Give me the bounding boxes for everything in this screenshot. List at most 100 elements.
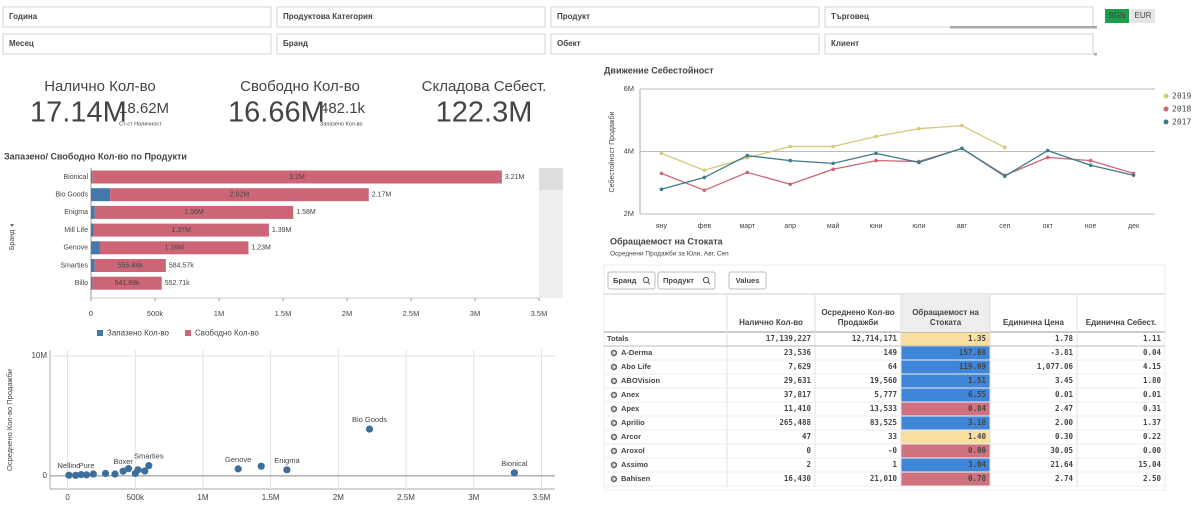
- filter-box[interactable]: [2, 33, 272, 55]
- x-tick-label: 3.5M: [531, 309, 548, 318]
- table-cell: 1.40: [968, 432, 987, 441]
- column-header-text: Осреднено Кол-во Продажби: [821, 308, 895, 327]
- filter-box[interactable]: [550, 33, 820, 55]
- filter-label: Продукт: [557, 12, 590, 21]
- expand-icon: [612, 449, 616, 453]
- filter-box[interactable]: [276, 6, 546, 28]
- table-cell: 21,010: [870, 474, 898, 483]
- x-tick-label: ное: [1085, 223, 1097, 230]
- table-cell: 0.00: [968, 446, 987, 455]
- table-cell: 2.00: [1055, 418, 1074, 427]
- column-header: Единична Цена: [1003, 318, 1064, 327]
- line-point: [1088, 158, 1093, 163]
- expand-icon: [612, 435, 616, 439]
- table-cell: 1.78: [1055, 334, 1074, 343]
- table-cell: 5,777: [874, 390, 897, 399]
- legend-label: Запазено Кол-во: [107, 329, 170, 338]
- dimension-button[interactable]: [607, 271, 656, 290]
- table-cell: 119.09: [959, 362, 987, 371]
- bar-segment: [91, 205, 95, 219]
- line-point: [1088, 163, 1093, 168]
- turnover-cell: [901, 444, 990, 458]
- kpi-value: 17.14M: [30, 97, 127, 129]
- scroll-indicator: [1094, 53, 1097, 56]
- line-point: [788, 158, 793, 163]
- currency-button[interactable]: [1131, 9, 1155, 23]
- point-label: Smarties: [134, 452, 164, 461]
- legend-label: 2017: [1172, 118, 1191, 127]
- button-label: Values: [736, 276, 760, 285]
- y-axis-label: Осреднено Кол-во Продажби: [5, 369, 14, 471]
- table-cell: 1.37: [1143, 418, 1161, 427]
- table-cell: 47: [802, 432, 811, 441]
- scatter-point: [119, 467, 127, 475]
- y-tick-label: 10M: [31, 351, 47, 360]
- filter-box[interactable]: [824, 33, 1094, 55]
- kpi-sub-label: Запазено Кол-во: [320, 121, 363, 127]
- currency-label: EUR: [1135, 11, 1152, 20]
- table-cell: 6.55: [968, 390, 986, 399]
- table-cell: 33: [888, 432, 898, 441]
- bar-segment: [99, 241, 249, 255]
- turnover-cell: [901, 416, 990, 430]
- table-cell: 1.11: [1143, 334, 1162, 343]
- line-series: [661, 147, 1134, 192]
- x-tick-label: апр: [784, 223, 796, 230]
- chart-title: Запазено/ Свободно Кол-во по Продукти: [4, 151, 187, 161]
- turnover-cell: [901, 472, 990, 486]
- line-point: [1045, 148, 1050, 153]
- expand-icon: [612, 421, 616, 425]
- point-label: Boxer: [113, 457, 133, 466]
- bar-value-label: 1.16M: [164, 245, 184, 252]
- scatter-point: [111, 470, 119, 478]
- line-point: [874, 134, 878, 139]
- x-tick-label: яну: [656, 223, 668, 230]
- x-tick-label: юли: [912, 223, 925, 230]
- line-point: [788, 144, 793, 149]
- bar-segment: [91, 276, 93, 290]
- filter-box[interactable]: [276, 33, 546, 55]
- expand-icon: [612, 407, 616, 411]
- table-cell: 157.88: [959, 348, 987, 357]
- chart-title: Движение Себестойност: [604, 65, 714, 75]
- expand-icon: [612, 463, 616, 467]
- kpi-title: Свободно Кол-во: [240, 78, 360, 95]
- scatter-point: [65, 471, 73, 479]
- table-cell: 83,525: [870, 418, 897, 427]
- values-button[interactable]: [728, 271, 767, 290]
- filter-label: Година: [9, 12, 38, 21]
- bar-total-label: 1.39M: [272, 227, 292, 234]
- turnover-cell: [901, 374, 990, 388]
- x-tick-label: 0: [89, 309, 93, 318]
- row-label: Apex: [621, 404, 640, 413]
- column-header: Единична Себест.: [1085, 318, 1157, 327]
- table-cell: 64: [888, 362, 898, 371]
- category-label: Mill Life: [64, 227, 88, 234]
- y-tick-label: 2M: [624, 209, 634, 218]
- table-cell: 0.30: [1055, 432, 1074, 441]
- bar-total-label: 584.57k: [169, 262, 194, 269]
- x-tick-label: 2.5M: [397, 493, 415, 502]
- table-cell: 11,410: [784, 404, 812, 413]
- currency-button[interactable]: [1105, 9, 1129, 23]
- turnover-cell: [901, 430, 990, 444]
- search-icon: [702, 276, 710, 284]
- table-cell: 149: [883, 348, 897, 357]
- column-header-text: Единична Себест.: [1085, 318, 1157, 327]
- x-tick-label: 2.5M: [403, 309, 420, 318]
- dimension-button[interactable]: [657, 271, 716, 290]
- x-tick-label: 2M: [342, 309, 352, 318]
- table-cell: 37,817: [784, 390, 811, 399]
- line-point: [1045, 155, 1050, 160]
- button-label: Продукт: [663, 276, 694, 285]
- line-point: [745, 170, 750, 175]
- line-point: [745, 153, 750, 158]
- scatter-point: [77, 471, 85, 479]
- filter-box[interactable]: [550, 6, 820, 28]
- scatter-point: [141, 467, 149, 475]
- filter-box[interactable]: [2, 6, 272, 28]
- table-cell: 17,139,227: [766, 334, 811, 343]
- column-header: Обращаемост на Стоката: [912, 308, 979, 327]
- x-tick-label: дек: [1128, 223, 1140, 230]
